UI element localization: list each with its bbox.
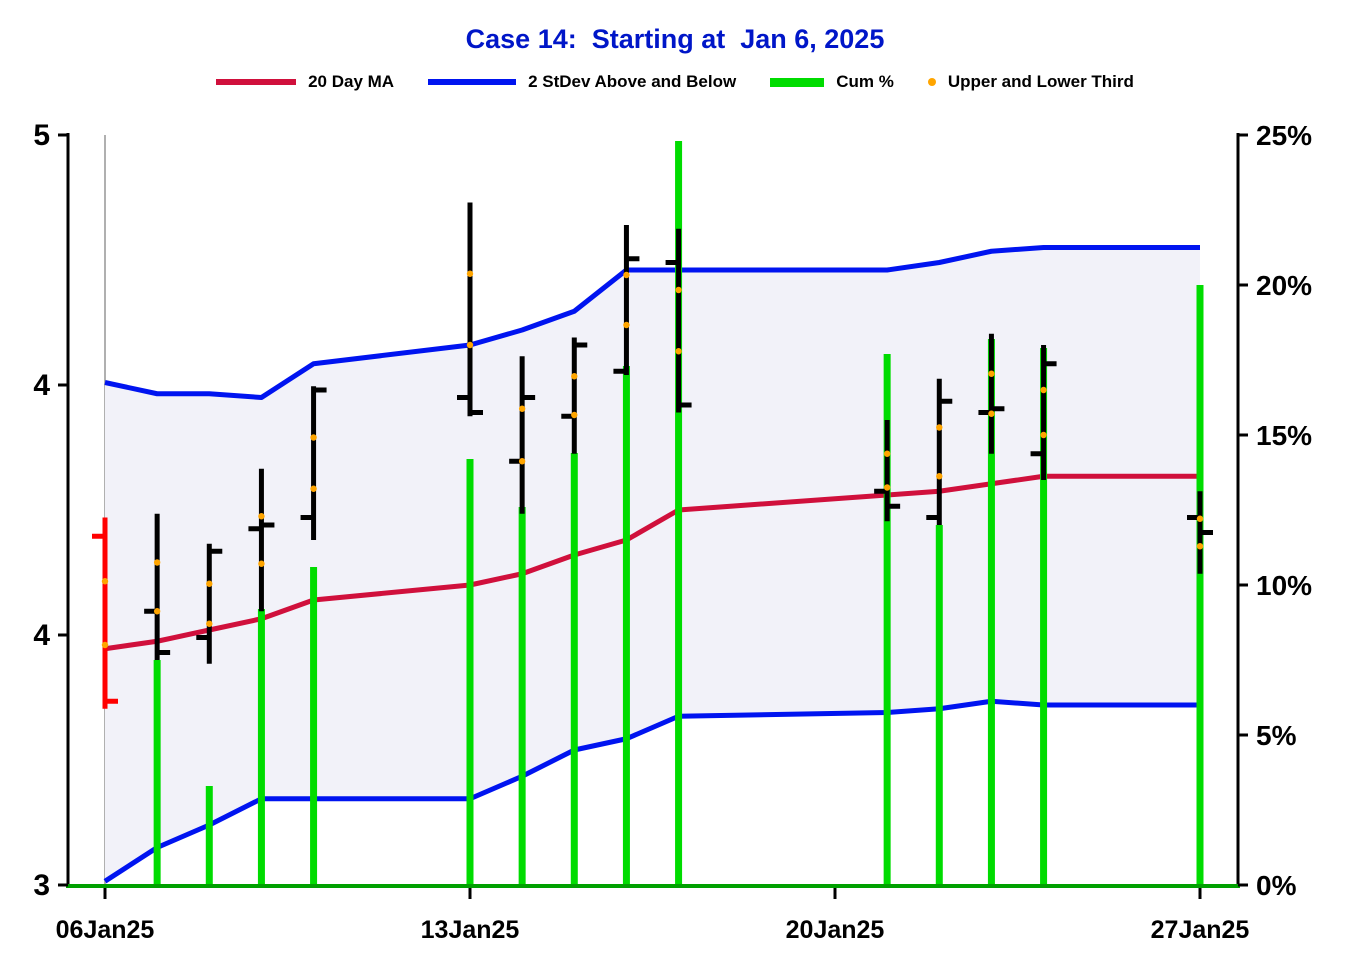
thirds-dot-swatch-icon xyxy=(927,78,936,86)
cum-pct-bar xyxy=(883,354,891,884)
right-axis-label: 10% xyxy=(1256,570,1312,601)
legend: 20 Day MA 2 StDev Above and Below Cum % … xyxy=(0,72,1350,92)
cum-pct-bar xyxy=(1040,348,1048,884)
x-axis-label: 06Jan25 xyxy=(56,916,155,944)
lower-third-dot xyxy=(258,560,265,567)
lower-third-dot xyxy=(675,348,682,355)
cum-pct-bar xyxy=(205,786,213,884)
chart-title: Case 14: Starting at Jan 6, 2025 xyxy=(465,24,885,54)
upper-third-dot xyxy=(571,373,578,380)
upper-third-dot xyxy=(1040,386,1047,394)
hlc-bar xyxy=(92,517,118,709)
hlc-bar xyxy=(874,420,901,522)
lower-third-dot xyxy=(1196,543,1204,550)
upper-third-dot xyxy=(206,580,213,587)
x-axis-label: 13Jan25 xyxy=(421,916,520,944)
lower-third-dot xyxy=(153,608,161,615)
hlc-bar xyxy=(613,225,640,375)
hlc-bar xyxy=(144,513,171,660)
left-axis-label: 4 xyxy=(33,369,50,402)
right-axis-label: 5% xyxy=(1256,720,1297,751)
cum-pct-bar xyxy=(935,525,943,884)
upper-third-dot xyxy=(623,271,630,279)
cum-pct-bar xyxy=(622,366,630,884)
lower-third-dot xyxy=(936,473,943,480)
upper-band-line xyxy=(104,245,1200,400)
upper-third-dot xyxy=(883,450,891,457)
upper-third-dot xyxy=(988,370,995,377)
upper-third-dot xyxy=(466,270,474,277)
upper-third-dot xyxy=(310,434,317,441)
right-axis-label: 25% xyxy=(1256,120,1312,151)
hlc-bar xyxy=(196,543,223,664)
hlc-bar xyxy=(509,356,536,514)
hlc-bar xyxy=(457,202,483,417)
hlc-bar xyxy=(248,468,275,612)
hlc-bar xyxy=(1030,345,1057,480)
lower-third-dot xyxy=(206,620,213,627)
upper-third-dot xyxy=(101,578,109,585)
legend-label-band: 2 StDev Above and Below xyxy=(528,72,737,91)
right-axis-label: 15% xyxy=(1256,420,1312,451)
legend-label-thirds: Upper and Lower Third xyxy=(947,72,1134,91)
legend-label-cum: Cum % xyxy=(836,72,894,91)
cum-pct-bar xyxy=(257,609,265,884)
hlc-bar xyxy=(978,333,1005,454)
hlc-bar xyxy=(665,228,692,413)
x-axis-label: 27Jan25 xyxy=(1151,916,1250,944)
lower-third-dot xyxy=(466,341,474,349)
cum-pct-bar xyxy=(518,507,526,884)
right-axis-label: 20% xyxy=(1256,270,1312,301)
upper-third-dot xyxy=(936,424,943,431)
upper-third-dot xyxy=(1196,515,1204,522)
ma-line-swatch-icon xyxy=(216,79,297,85)
x-axis-label: 20Jan25 xyxy=(786,916,885,944)
upper-third-dot xyxy=(258,513,265,520)
lower-third-dot xyxy=(623,321,630,329)
stdev-band-swatch-icon xyxy=(428,79,517,85)
cum-pct-swatch-icon xyxy=(770,77,825,87)
hlc-bar xyxy=(926,378,953,525)
left-axis-label: 3 xyxy=(33,869,50,902)
legend-item-band: 2 StDev Above and Below xyxy=(428,72,736,92)
legend-item-thirds: Upper and Lower Third xyxy=(927,72,1134,92)
lower-third-dot xyxy=(883,484,891,491)
left-axis-label: 4 xyxy=(33,619,50,652)
cum-pct-bar xyxy=(466,459,474,884)
cum-pct-bar xyxy=(987,339,995,884)
upper-third-dot xyxy=(518,405,526,412)
hlc-bar xyxy=(1187,491,1213,574)
lower-third-dot xyxy=(988,410,995,417)
legend-item-cum: Cum % xyxy=(770,72,894,92)
cum-pct-bar xyxy=(310,567,318,884)
legend-item-ma: 20 Day MA xyxy=(216,72,394,92)
hlc-bar xyxy=(561,337,588,454)
hlc-bar xyxy=(300,386,327,540)
cum-pct-bar xyxy=(1196,285,1204,884)
lower-third-dot xyxy=(101,641,109,649)
cum-pct-bar xyxy=(675,141,683,884)
lower-third-dot xyxy=(310,485,317,492)
upper-third-dot xyxy=(675,286,682,294)
lower-third-dot xyxy=(571,411,578,419)
left-axis-label: 5 xyxy=(33,119,50,152)
legend-label-ma: 20 Day MA xyxy=(308,72,395,91)
cum-pct-bar xyxy=(153,660,161,884)
right-axis-label: 0% xyxy=(1256,870,1297,901)
cum-pct-bar xyxy=(570,453,578,884)
lower-third-dot xyxy=(518,458,526,465)
lower-third-dot xyxy=(1040,431,1047,439)
stdev-band-fill xyxy=(105,247,1200,882)
upper-third-dot xyxy=(153,559,161,566)
